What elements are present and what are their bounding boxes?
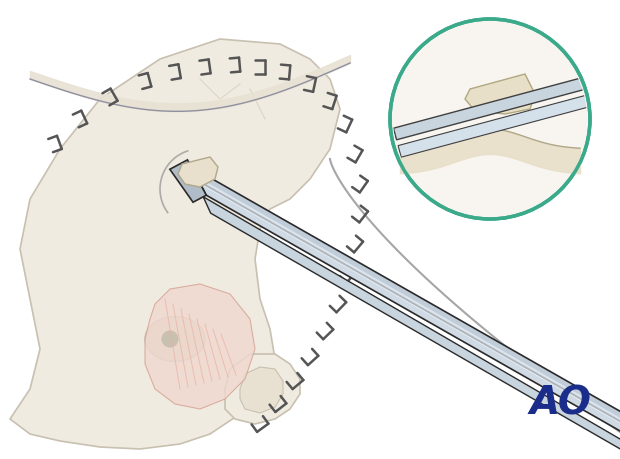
Polygon shape [10,40,340,449]
Polygon shape [394,78,587,140]
Polygon shape [196,177,620,430]
Circle shape [390,20,590,219]
Polygon shape [240,367,283,413]
Polygon shape [191,168,620,426]
Text: AO: AO [530,384,592,422]
Polygon shape [225,354,300,424]
Polygon shape [178,157,218,188]
Polygon shape [199,182,620,440]
Circle shape [162,331,178,347]
Polygon shape [170,161,206,203]
Polygon shape [398,95,591,158]
Polygon shape [465,75,535,115]
Polygon shape [203,197,620,458]
Polygon shape [145,285,255,409]
Ellipse shape [145,317,205,362]
